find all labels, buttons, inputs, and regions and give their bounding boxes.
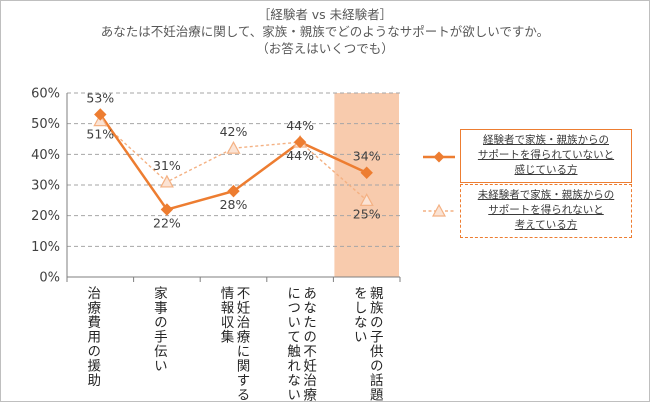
x-category-label: 治療費用の援助 bbox=[84, 286, 100, 388]
y-tick-label: 60% bbox=[31, 87, 60, 102]
x-category-label: 親族の子供の話題をしない bbox=[351, 286, 383, 402]
legend-entry-experienced: 経験者で家族・親族からの サポートを得られていないと 感じている方 bbox=[460, 129, 632, 183]
legend-marker-inexperienced bbox=[431, 203, 447, 217]
y-tick-label: 20% bbox=[31, 209, 60, 224]
data-point-experienced bbox=[227, 184, 240, 198]
legend-text-line: 考えている方 bbox=[514, 219, 578, 231]
x-category-label-line: 不妊治療に bbox=[233, 286, 250, 359]
data-point-inexperienced bbox=[359, 193, 374, 206]
chart-titles: ［経験者 vs 未経験者］ あなたは不妊治療に関して、家族・親族でどのようなサポ… bbox=[0, 6, 650, 57]
data-label-inexperienced: 51% bbox=[86, 127, 114, 142]
chart-title-note: （お答えはいくつでも） bbox=[256, 41, 394, 56]
data-label-inexperienced: 31% bbox=[153, 158, 181, 173]
chart-title-tag: ［経験者 vs 未経験者］ bbox=[257, 7, 393, 22]
x-category-label-line: ついて触れない bbox=[284, 300, 301, 402]
highlight-column bbox=[334, 93, 399, 277]
legend-text-line: 未経験者で家族・親族からの bbox=[477, 189, 615, 201]
y-tick-label: 30% bbox=[31, 179, 60, 194]
legend-text-line: 感じている方 bbox=[514, 164, 578, 176]
x-category-label: あなたの不妊治療について触れない bbox=[284, 286, 316, 402]
data-label-experienced: 53% bbox=[86, 90, 114, 105]
y-tick-label: 0% bbox=[39, 271, 60, 286]
data-label-inexperienced: 42% bbox=[220, 124, 248, 139]
y-tick-label: 50% bbox=[31, 117, 60, 132]
y-tick-label: 10% bbox=[31, 240, 60, 255]
data-label-experienced: 34% bbox=[353, 149, 381, 164]
data-label-experienced: 44% bbox=[286, 118, 314, 133]
data-point-experienced bbox=[94, 108, 107, 121]
legend-marker-experienced bbox=[433, 151, 445, 163]
x-category-label-line: 関する情報収集 bbox=[217, 286, 250, 402]
x-category-label-line: 親族の子供の bbox=[366, 286, 383, 373]
data-label-inexperienced: 44% bbox=[286, 148, 314, 163]
legend-text-line: 経験者で家族・親族からの bbox=[483, 134, 609, 146]
data-point-experienced bbox=[293, 135, 307, 149]
data-label-inexperienced: 25% bbox=[353, 206, 381, 221]
x-category-label-line: 治療費用の bbox=[84, 286, 101, 359]
data-point-experienced bbox=[360, 166, 373, 179]
legend-text-line: サポートを得られていないと bbox=[477, 149, 615, 161]
x-category-label-line: 話題をしない bbox=[350, 286, 383, 402]
data-label-experienced: 28% bbox=[220, 197, 248, 212]
x-category-label-line: 援助 bbox=[84, 358, 101, 388]
data-point-inexperienced bbox=[159, 174, 174, 188]
legend-text-line: サポートを得られないと bbox=[488, 204, 604, 216]
data-label-experienced: 22% bbox=[153, 216, 181, 231]
y-tick-label: 40% bbox=[31, 148, 60, 163]
x-category-label-line: 家事の bbox=[150, 286, 167, 330]
data-point-experienced bbox=[160, 203, 174, 216]
legend-entry-inexperienced: 未経験者で家族・親族からの サポートを得られないと 考えている方 bbox=[460, 184, 632, 238]
x-category-label-line: あなたの不妊治療に bbox=[284, 286, 317, 402]
x-category-label-line: 手伝い bbox=[150, 329, 167, 374]
data-point-inexperienced bbox=[226, 140, 241, 154]
chart-title-question: あなたは不妊治療に関して、家族・親族でどのようなサポートが欲しいですか。 bbox=[100, 24, 550, 39]
x-category-label: 不妊治療に関する情報収集 bbox=[218, 286, 250, 402]
x-category-label: 家事の手伝い bbox=[151, 286, 167, 373]
